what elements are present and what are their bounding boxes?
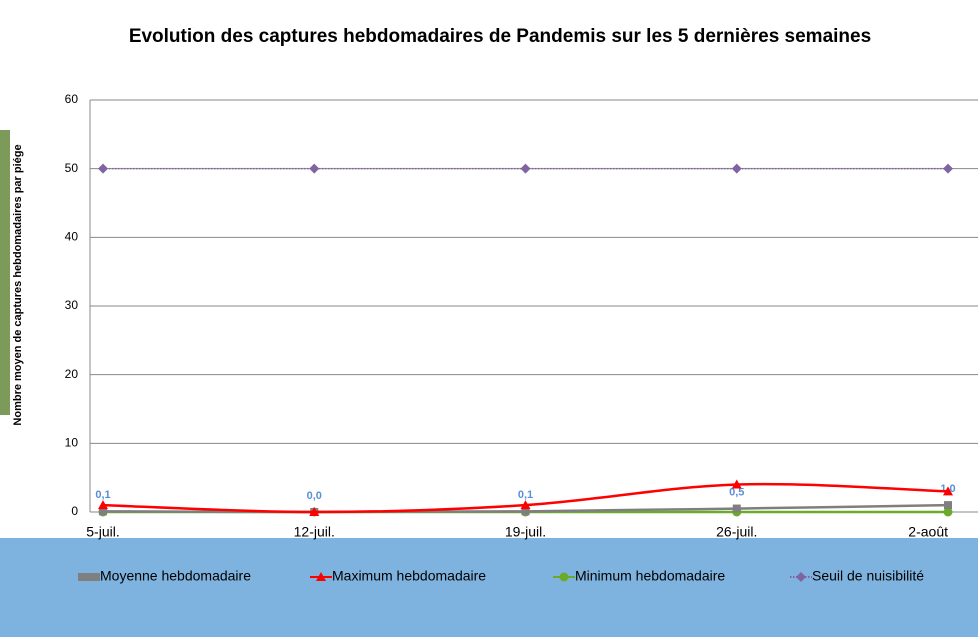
y-axis-label: Nombre moyen de captures hebdomadaires p… (12, 144, 24, 425)
legend-label: Moyenne hebdomadaire (100, 568, 251, 584)
marker (99, 507, 107, 516)
legend-marker (559, 572, 569, 582)
marker (309, 163, 320, 174)
marker (943, 163, 953, 174)
y-tick-label: 0 (71, 504, 78, 518)
legend-marker (316, 572, 326, 581)
x-tick-label: 12-juil. (294, 524, 335, 540)
marker (943, 486, 953, 496)
chart-title: Evolution des captures hebdomadaires de … (129, 26, 871, 47)
value-label: 0,5 (729, 486, 744, 498)
x-tick-label: 2-août (908, 524, 948, 540)
y-tick-label: 60 (65, 92, 79, 106)
y-tick-label: 40 (65, 230, 79, 244)
legend-label: Minimum hebdomadaire (575, 568, 725, 584)
x-tick-label: 19-juil. (505, 524, 546, 540)
x-tick-label: 5-juil. (86, 524, 119, 540)
value-label: 0,0 (307, 490, 322, 502)
y-tick-label: 10 (65, 436, 79, 450)
value-label: 0,1 (518, 489, 533, 501)
marker (944, 501, 952, 510)
legend-band (0, 538, 978, 637)
marker (98, 163, 108, 174)
photo-strip (0, 130, 10, 415)
marker (521, 507, 530, 516)
marker (731, 479, 742, 489)
legend-label: Maximum hebdomadaire (332, 568, 486, 584)
legend-label: Seuil de nuisibilité (812, 568, 924, 584)
marker (520, 163, 531, 174)
marker (98, 500, 108, 510)
marker (520, 500, 531, 510)
y-tick-label: 20 (65, 367, 79, 381)
marker (943, 507, 953, 517)
x-tick-label: 26-juil. (716, 524, 757, 540)
y-tick-label: 30 (65, 298, 79, 312)
marker (732, 504, 741, 513)
y-tick-label: 50 (65, 161, 79, 175)
value-label: 0,1 (95, 489, 110, 501)
marker (309, 507, 320, 516)
legend-marker (796, 572, 806, 582)
marker (731, 163, 742, 174)
